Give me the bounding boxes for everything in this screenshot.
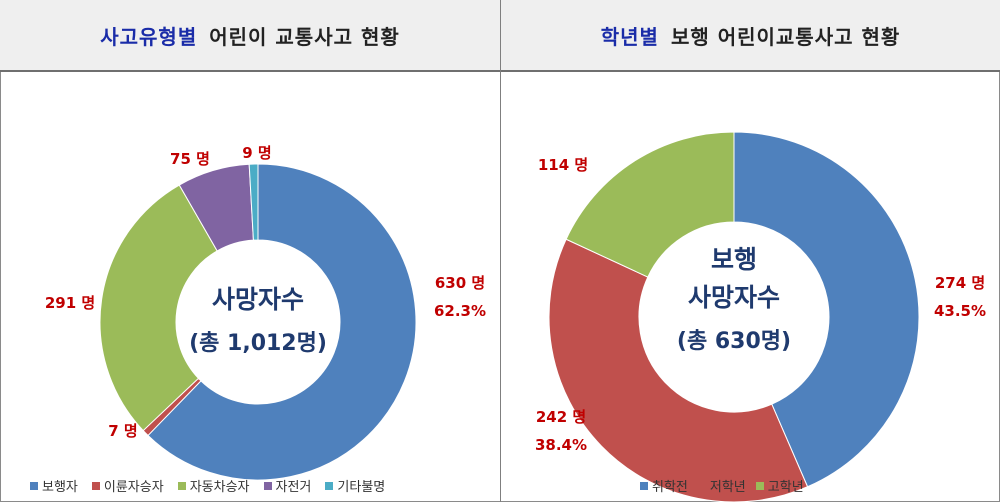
left-legend-swatch-1 (91, 481, 100, 490)
left-slice-2 (99, 184, 218, 432)
right-title-highlight: 학년별 (600, 24, 659, 49)
left-legend-label-4: 기타불명 (337, 480, 386, 495)
left-label-pct-0: 62.3% (434, 302, 486, 320)
left-legend-item-4: 기타불명 (325, 476, 385, 495)
right-label-count-2: 114 명 (538, 156, 588, 174)
left-label-count-0: 630 명 (435, 274, 485, 292)
left-slice-4 (248, 163, 259, 241)
right-legend-label-0: 취학전 (652, 480, 688, 495)
left-title-rest: 어린이 교통사고 현황 (209, 24, 400, 49)
left-legend-label-0: 보행자 (42, 480, 78, 495)
left-legend-item-1: 이륜자승자 (91, 476, 164, 495)
right-legend-item-0: 취학전 (640, 476, 688, 495)
left-legend-label-1: 이륜자승자 (103, 480, 164, 495)
left-label-count-3: 75 명 (170, 150, 210, 168)
right-legend-swatch-2 (755, 481, 764, 490)
left-legend-label-3: 자전거 (275, 480, 312, 495)
left-legend-swatch-4 (325, 481, 334, 490)
right-center-title-2: 사망자수 (688, 283, 780, 312)
left-legend-swatch-2 (177, 481, 186, 490)
right-center-sub: (총 630명) (677, 329, 791, 354)
left-title-highlight: 사고유형별 (100, 24, 198, 49)
left-label-count-1: 7 명 (108, 422, 137, 440)
right-legend-label-2: 고학년 (767, 480, 804, 495)
right-legend-swatch-0 (640, 481, 648, 490)
left-label-count-4: 9 명 (242, 144, 271, 162)
right-slice-0 (733, 131, 920, 488)
left-center-sub: (총 1,012명) (189, 331, 327, 356)
panel-divider (500, 0, 501, 502)
left-legend: 보행자 이륜자승자 자동차승자 자전거 기타불명 (30, 476, 385, 495)
right-legend-item-2: 고학년 (755, 476, 804, 495)
left-legend-swatch-3 (263, 481, 272, 490)
right-label-pct-0: 43.5% (934, 302, 986, 320)
right-legend-swatch-1 (697, 481, 706, 490)
left-legend-swatch-0 (30, 481, 38, 490)
left-legend-label-2: 자동차승자 (189, 480, 250, 495)
left-slice-0 (147, 163, 417, 481)
right-title-rest: 보행 어린이교통사고 현황 (670, 24, 901, 49)
right-label-count-0: 274 명 (935, 274, 985, 292)
left-legend-item-0: 보행자 (30, 476, 78, 495)
right-legend-item-1: 저학년 (697, 476, 746, 495)
left-donut-chart: 사망자수 (총 1,012명) 630 명 62.3% 7 명 291 명 75 명 9 명 (45, 144, 486, 481)
left-label-count-2: 291 명 (45, 294, 95, 312)
right-slice-2 (565, 131, 735, 278)
left-center-title: 사망자수 (212, 285, 304, 314)
left-chart-header: 사고유형별 어린이 교통사고 현황 (0, 0, 500, 72)
right-slice-1 (548, 238, 809, 502)
left-legend-item-2: 자동차승자 (177, 476, 250, 495)
right-legend-label-1: 저학년 (709, 480, 746, 495)
right-center-title-1: 보행 (711, 245, 757, 274)
right-label-count-1: 242 명 (536, 408, 586, 426)
right-legend: 취학전 저학년 고학년 (640, 476, 804, 495)
right-label-pct-1: 38.4% (535, 436, 587, 454)
left-legend-item-3: 자전거 (263, 476, 312, 495)
right-chart-header: 학년별 보행 어린이교통사고 현황 (501, 0, 1000, 72)
